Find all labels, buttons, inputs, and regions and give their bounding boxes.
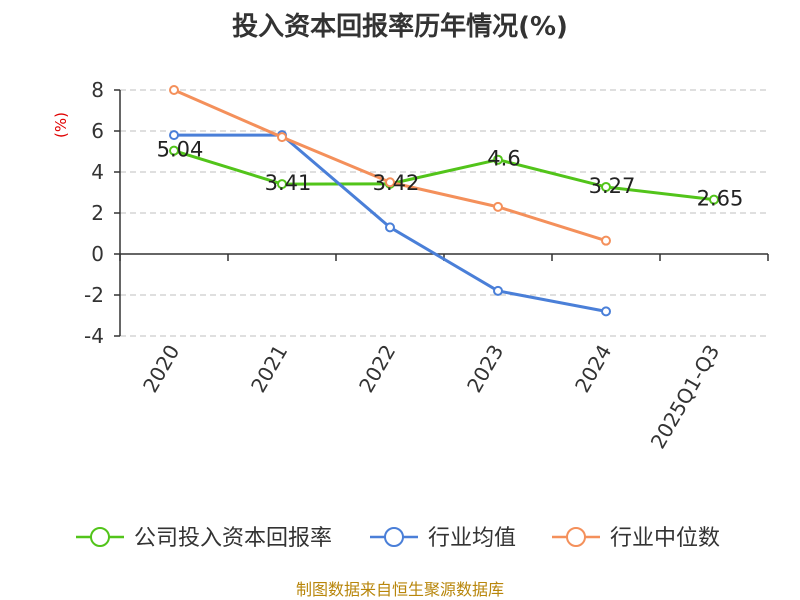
data-label: 3.42: [373, 171, 420, 195]
legend-label[interactable]: 行业中位数: [610, 526, 720, 551]
data-label: 2.65: [697, 187, 744, 211]
x-tick-label: 2022: [354, 341, 400, 397]
data-point: [277, 132, 287, 143]
data-labels: 5.04 3.41 3.42 4.6 3.27 2.65: [157, 138, 744, 211]
data-point: [601, 235, 611, 246]
data-point: [709, 194, 719, 205]
y-tick-label: 2: [91, 201, 104, 225]
data-point: [493, 285, 503, 296]
x-tick-label: 2025Q1-Q3: [646, 341, 725, 453]
legend-marker: [384, 527, 404, 547]
legend-label[interactable]: 行业均值: [428, 526, 516, 551]
y-tick-label: 4: [91, 160, 104, 184]
data-point: [385, 177, 395, 188]
legend-label[interactable]: 公司投入资本回报率: [134, 526, 332, 551]
series-line: [173, 88, 607, 243]
series-lines: [169, 85, 719, 317]
data-label: 4.6: [487, 147, 520, 171]
data-point: [493, 154, 503, 165]
data-point: [493, 201, 503, 212]
x-tick-label: 2021: [246, 341, 292, 397]
data-label: 5.04: [157, 138, 204, 162]
data-label: 3.41: [265, 171, 312, 195]
legend-marker: [90, 527, 110, 547]
chart-title: 投入资本回报率历年情况(%): [232, 12, 568, 42]
data-point: [601, 181, 611, 192]
data-point: [277, 179, 287, 190]
data-point: [169, 85, 179, 95]
y-tick-label: -4: [84, 324, 104, 348]
data-point: [601, 306, 611, 317]
series-line: [173, 149, 715, 202]
data-point: [169, 145, 179, 156]
y-axis-label: (%): [52, 112, 70, 138]
data-point: [385, 222, 395, 233]
y-tick-label: -2: [84, 283, 104, 307]
grid-lines: [120, 89, 768, 337]
x-tick-label: 2023: [462, 341, 508, 397]
y-tick-label: 0: [91, 242, 104, 266]
data-point: [169, 130, 179, 141]
y-tick-label: 8: [91, 78, 104, 102]
x-tick-label: 2024: [570, 341, 616, 397]
data-label: 3.27: [589, 174, 636, 198]
x-tick-label: 2020: [138, 341, 184, 397]
legend-marker: [566, 527, 586, 547]
source-note: 制图数据来自恒生聚源数据库: [295, 580, 504, 599]
y-tick-label: 6: [91, 119, 104, 143]
legend: 公司投入资本回报率 行业均值 行业中位数: [76, 526, 720, 551]
